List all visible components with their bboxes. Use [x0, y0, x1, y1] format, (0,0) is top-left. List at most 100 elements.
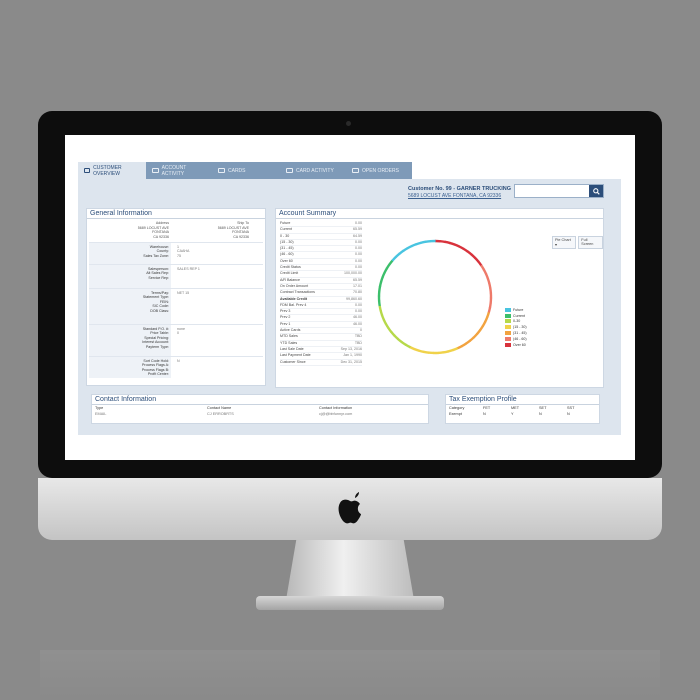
- legend-label: Current: [513, 313, 525, 318]
- legend-swatch: [505, 331, 511, 336]
- summary-value: Dec 31, 2015: [340, 359, 362, 364]
- summary-row: Credit Status 0.00: [280, 265, 362, 272]
- field-label: Terms/Pay:: [151, 291, 169, 295]
- chart-type-dropdown[interactable]: Pie Chart ▾: [552, 236, 577, 249]
- legend-item[interactable]: Over 60: [505, 342, 527, 348]
- field-value: [177, 276, 200, 280]
- tab-account-activity[interactable]: ACCOUNT ACTIVITY: [146, 162, 212, 179]
- summary-row: Prev 2 46.00: [280, 315, 362, 322]
- search-input[interactable]: [515, 185, 589, 197]
- legend-item[interactable]: (31 - 45): [505, 330, 527, 336]
- pie-slice-segment: [488, 282, 492, 289]
- summary-row: 0 - 30 64.59: [280, 234, 362, 240]
- field-label: Profit Center:: [147, 372, 169, 377]
- address-label: Address: [155, 221, 169, 225]
- column-header: Type: [95, 406, 104, 410]
- pie-slice[interactable]: [377, 239, 436, 355]
- column-header: MET: [511, 406, 520, 410]
- field-label: Service Rep:: [148, 275, 169, 280]
- legend-item[interactable]: (15 - 30): [505, 324, 527, 330]
- pie-slice-segment: [418, 349, 425, 354]
- table-cell: N: [483, 412, 486, 416]
- pie-slice-segment: [462, 247, 469, 253]
- pie-slice-segment: [481, 320, 487, 327]
- contact-table: Type Contact Name Contact Information EM…: [92, 405, 428, 417]
- floor-reflection: [40, 650, 660, 700]
- general-info-row: Terms/Pay: Statement Type: FEIN: SIC Code: D…: [89, 288, 263, 324]
- column-header: FET: [483, 406, 491, 410]
- panel-title: Tax Exemption Profile: [446, 395, 599, 405]
- search-button[interactable]: [589, 185, 603, 197]
- table-cell: N: [567, 412, 570, 416]
- summary-label: Prev 3: [280, 309, 291, 314]
- legend-label: Future: [513, 307, 524, 312]
- legend-item[interactable]: Future: [505, 307, 527, 313]
- pie-slice-segment: [458, 245, 465, 250]
- tax-exemption-panel: Tax Exemption Profile Category FET MET S…: [445, 394, 600, 424]
- field-value: 75: [177, 253, 181, 258]
- customer-search: [514, 184, 604, 198]
- pie-slice-segment: [398, 249, 405, 255]
- summary-value: 17.01: [353, 283, 362, 288]
- field-values: SALES REP 1: [177, 265, 200, 280]
- customer-address-link[interactable]: 5689 LOCUST AVE FONTANA, CA 92336: [408, 193, 502, 199]
- column-header: SST: [567, 406, 575, 410]
- tab-cards[interactable]: CARDS: [212, 162, 280, 179]
- pie-slice-segment: [473, 256, 480, 263]
- summary-label: Future: [280, 221, 291, 225]
- pie-slice-segment: [484, 273, 490, 280]
- summary-label: Active Cards: [280, 328, 301, 333]
- summary-label: MTD Sales: [280, 334, 298, 339]
- tab-open-orders[interactable]: OPEN ORDERS: [346, 162, 412, 179]
- search-icon: [592, 187, 600, 195]
- pie-slice-segment: [480, 264, 486, 271]
- monitor-chin: [38, 478, 662, 540]
- pie-slice-segment: [396, 337, 403, 344]
- tab-card-activity[interactable]: CARD ACTIVITY: [280, 162, 346, 179]
- legend-swatch: [505, 307, 511, 312]
- field-label: SIC Code:: [152, 304, 169, 309]
- contact-detail[interactable]: cj@@bbfunnyr.com: [319, 412, 353, 416]
- legend-label: Over 60: [513, 342, 526, 347]
- tab-label: OPEN ORDERS: [362, 167, 399, 174]
- tab-label: CARD ACTIVITY: [296, 167, 334, 174]
- legend-item[interactable]: (46 - 60): [505, 336, 527, 342]
- summary-label: (31 - 45): [280, 246, 294, 251]
- field-label: Payterm Type:: [145, 344, 169, 349]
- summary-value: 0.00: [355, 302, 362, 307]
- field-values: NET 15: [177, 289, 189, 313]
- legend-item[interactable]: 0-30: [505, 319, 527, 325]
- summary-row: Active Cards 0: [280, 328, 362, 335]
- pie-slice-segment: [382, 318, 388, 325]
- legend-item[interactable]: Current: [505, 313, 527, 319]
- summary-row: MTD Sales TBD: [280, 334, 362, 341]
- contact-type: EMAIL: [95, 412, 107, 416]
- field-value: SALES REP 1: [177, 267, 200, 271]
- pie-slice[interactable]: [433, 239, 493, 355]
- tab-label: CUSTOMER OVERVIEW: [93, 164, 122, 177]
- pie-slice-segment: [383, 267, 389, 274]
- pie-slice-segment: [437, 351, 444, 355]
- summary-label: Current: [280, 227, 292, 232]
- summary-value: Sep 13, 2016: [340, 346, 362, 351]
- full-screen-button[interactable]: Full Screen: [578, 236, 603, 249]
- pie-slice-segment: [385, 263, 391, 270]
- address-state: CA 92336: [153, 234, 169, 239]
- field-labels: Sort Code Hold: Process Flags A: Process F…: [89, 357, 171, 378]
- pie-slice-segment: [475, 329, 482, 335]
- pie-slice-segment: [460, 342, 467, 348]
- pie-slice-segment: [442, 350, 449, 354]
- pie-slice-segment: [420, 240, 427, 245]
- summary-value: 65.59: [353, 277, 362, 282]
- summary-row: (15 - 30) 0.00: [280, 240, 362, 247]
- summary-label: A/R Balance: [280, 277, 300, 282]
- pie-slice-segment: [391, 255, 397, 262]
- pie-slice-segment: [404, 343, 411, 349]
- id-card-icon: [84, 168, 91, 173]
- pie-slice-segment: [447, 348, 454, 353]
- summary-row: Contract Transactions 70.80: [280, 290, 362, 297]
- summary-label: FDM Bal. Prev 4: [280, 302, 307, 307]
- pie-slice-segment: [388, 259, 394, 266]
- tab-label: CARDS: [228, 167, 246, 174]
- tab-customer-overview[interactable]: CUSTOMER OVERVIEW: [78, 162, 146, 179]
